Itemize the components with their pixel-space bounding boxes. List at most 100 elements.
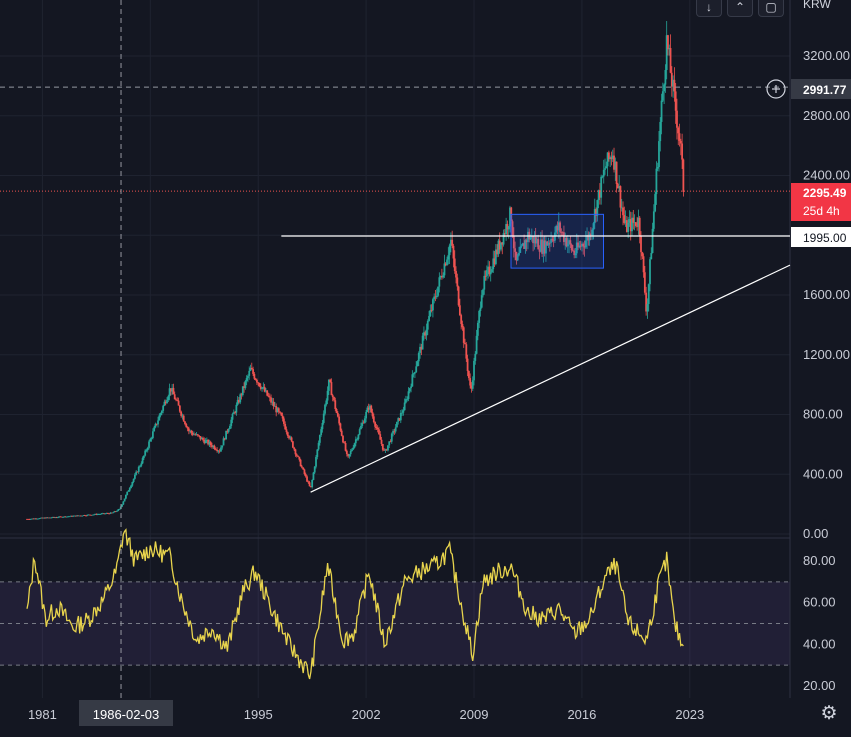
candle bbox=[646, 298, 649, 319]
candle bbox=[494, 244, 497, 266]
candle bbox=[650, 247, 653, 260]
candle bbox=[674, 83, 677, 124]
level-price-label: 1995.00 bbox=[791, 227, 851, 247]
candle bbox=[519, 238, 522, 253]
candle bbox=[345, 449, 348, 457]
candle bbox=[123, 498, 126, 502]
candle bbox=[572, 244, 574, 252]
candle bbox=[94, 513, 96, 515]
candle bbox=[397, 417, 400, 425]
add-alert-button[interactable] bbox=[766, 79, 786, 99]
time-tick-label: 2009 bbox=[460, 707, 489, 722]
camera-icon: ▢ bbox=[765, 0, 777, 14]
candle bbox=[464, 338, 466, 345]
price-tick-label: 3200.00 bbox=[803, 48, 850, 63]
candle bbox=[488, 261, 491, 277]
compress-button[interactable]: ⌃ bbox=[727, 0, 753, 17]
candle bbox=[185, 422, 188, 428]
candle bbox=[211, 442, 213, 449]
candle bbox=[244, 379, 247, 390]
candle bbox=[289, 435, 292, 441]
candle bbox=[195, 432, 198, 436]
trendline[interactable] bbox=[310, 264, 791, 493]
settings-gear-icon[interactable]: ⚙ bbox=[820, 703, 838, 724]
candle bbox=[32, 518, 35, 520]
candle bbox=[139, 464, 141, 468]
candle bbox=[90, 514, 93, 516]
candle bbox=[668, 44, 671, 56]
candle bbox=[649, 257, 651, 292]
candle bbox=[168, 383, 171, 401]
candle bbox=[58, 516, 61, 518]
candle bbox=[527, 227, 529, 250]
candle bbox=[193, 431, 195, 436]
candle bbox=[322, 410, 325, 425]
candle bbox=[406, 396, 409, 402]
candle bbox=[632, 209, 635, 230]
last-price-text: 2295.49 bbox=[803, 186, 847, 200]
candle bbox=[283, 416, 285, 427]
candle bbox=[420, 343, 423, 356]
price-tick-label: 800.00 bbox=[803, 407, 843, 422]
candle bbox=[98, 513, 100, 515]
crosshair-date-label: 1986-02-03 bbox=[79, 700, 173, 726]
candle bbox=[121, 504, 123, 508]
camera-button[interactable]: ▢ bbox=[758, 0, 784, 17]
candle bbox=[258, 382, 261, 388]
candle bbox=[471, 376, 474, 391]
candle bbox=[593, 198, 596, 229]
candle bbox=[226, 428, 229, 434]
candle bbox=[247, 374, 249, 383]
candle bbox=[171, 383, 174, 395]
candle bbox=[234, 410, 236, 415]
candle bbox=[516, 253, 519, 262]
candle bbox=[492, 250, 495, 273]
candle bbox=[586, 227, 588, 250]
candle bbox=[339, 422, 342, 432]
candle bbox=[220, 445, 222, 452]
candle bbox=[130, 484, 132, 489]
candle bbox=[151, 428, 154, 440]
candle bbox=[407, 387, 410, 402]
candle bbox=[514, 241, 517, 261]
candle bbox=[509, 205, 511, 233]
candle bbox=[384, 448, 387, 453]
candle bbox=[342, 435, 344, 444]
candle bbox=[433, 293, 436, 304]
candle bbox=[81, 515, 84, 517]
candle bbox=[665, 20, 668, 80]
candle bbox=[159, 412, 162, 418]
candle bbox=[80, 515, 82, 517]
candle bbox=[235, 402, 238, 416]
candle bbox=[62, 516, 64, 518]
candle bbox=[367, 403, 370, 414]
candle bbox=[568, 238, 570, 254]
candle bbox=[71, 515, 73, 517]
candle bbox=[114, 511, 117, 513]
candle bbox=[41, 517, 44, 519]
candle bbox=[423, 326, 425, 341]
candle bbox=[63, 516, 66, 518]
candle bbox=[375, 423, 378, 430]
candle bbox=[26, 518, 28, 520]
candle bbox=[44, 517, 46, 519]
time-axis-ticks: 1981 1995 2002 2009 2016 2023 bbox=[28, 707, 704, 722]
scroll-down-button[interactable]: ↓ bbox=[696, 0, 722, 17]
candle bbox=[414, 371, 416, 378]
candle bbox=[663, 83, 666, 105]
candle bbox=[491, 266, 493, 273]
candle bbox=[569, 235, 572, 249]
candle bbox=[556, 221, 559, 235]
candle bbox=[64, 516, 67, 518]
candle bbox=[271, 397, 274, 406]
candle bbox=[371, 408, 374, 419]
candle bbox=[154, 422, 157, 429]
candle bbox=[344, 441, 347, 452]
candle bbox=[405, 395, 407, 404]
range-box[interactable] bbox=[510, 213, 604, 269]
candle bbox=[633, 214, 636, 231]
candle bbox=[249, 364, 252, 372]
candle bbox=[351, 447, 353, 452]
candle bbox=[338, 414, 341, 426]
